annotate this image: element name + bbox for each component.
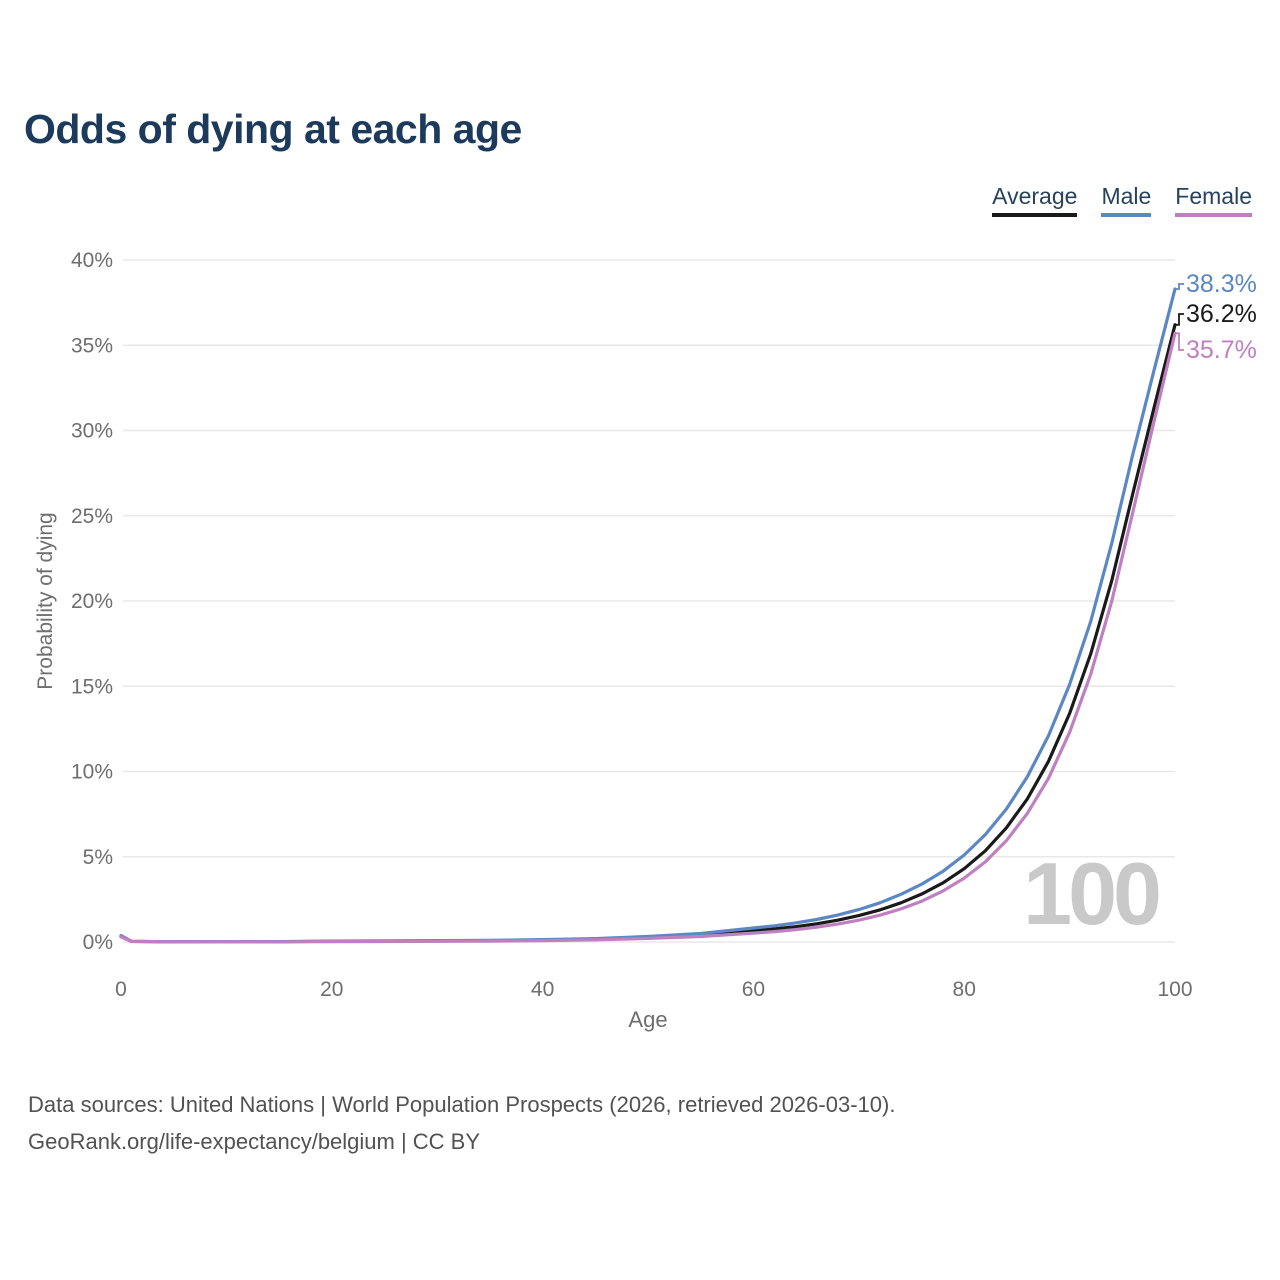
footer-line-1: Data sources: United Nations | World Pop… <box>28 1092 896 1117</box>
legend-item-average[interactable]: Average <box>992 183 1078 218</box>
svg-text:40: 40 <box>531 978 554 1001</box>
watermark-age-label: 100 <box>1023 844 1162 943</box>
svg-text:0: 0 <box>115 978 127 1001</box>
end-label-female: 35.7% <box>1186 336 1257 364</box>
svg-text:25%: 25% <box>71 505 113 528</box>
series-lines <box>119 287 1177 944</box>
legend: Average Male Female <box>992 183 1252 218</box>
gridlines <box>123 259 1175 943</box>
x-axis-title: Age <box>628 1007 668 1032</box>
y-axis-title: Probability of dying <box>34 512 57 690</box>
svg-text:60: 60 <box>742 978 765 1001</box>
footer: Data sources: United Nations | World Pop… <box>28 1086 1240 1160</box>
footer-line-2: GeoRank.org/life-expectancy/belgium | CC… <box>28 1129 481 1154</box>
axis-tick-labels: 0% 5% 10% 15% 20% 25% 30% 35% 40% 0 20 40 60 80 100 <box>71 249 1193 1001</box>
svg-text:35%: 35% <box>71 334 113 357</box>
svg-text:100: 100 <box>1157 978 1192 1001</box>
svg-text:20%: 20% <box>71 590 113 613</box>
legend-item-female[interactable]: Female <box>1175 183 1252 218</box>
svg-text:30%: 30% <box>71 420 113 443</box>
svg-text:15%: 15% <box>71 675 113 698</box>
svg-text:40%: 40% <box>71 249 113 272</box>
legend-item-male[interactable]: Male <box>1101 183 1152 218</box>
series-line-average[interactable] <box>119 323 1177 944</box>
svg-text:5%: 5% <box>83 846 113 869</box>
end-label-connectors <box>1174 283 1184 351</box>
svg-text:10%: 10% <box>71 761 113 784</box>
svg-text:80: 80 <box>953 978 976 1001</box>
svg-text:20: 20 <box>320 978 343 1001</box>
svg-text:0%: 0% <box>83 931 113 954</box>
chart-title: Odds of dying at each age <box>24 106 522 152</box>
series-line-female[interactable] <box>119 331 1177 944</box>
end-label-male: 38.3% <box>1186 270 1257 298</box>
series-line-male[interactable] <box>119 287 1177 944</box>
end-label-average: 36.2% <box>1186 300 1257 328</box>
